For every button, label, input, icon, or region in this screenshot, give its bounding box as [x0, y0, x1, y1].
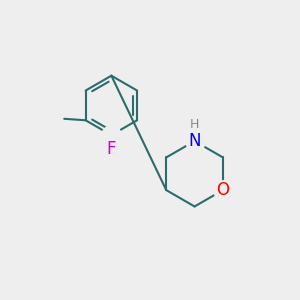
Text: H: H — [190, 118, 199, 131]
Text: O: O — [216, 181, 230, 199]
Text: N: N — [188, 132, 201, 150]
Text: F: F — [106, 140, 116, 158]
